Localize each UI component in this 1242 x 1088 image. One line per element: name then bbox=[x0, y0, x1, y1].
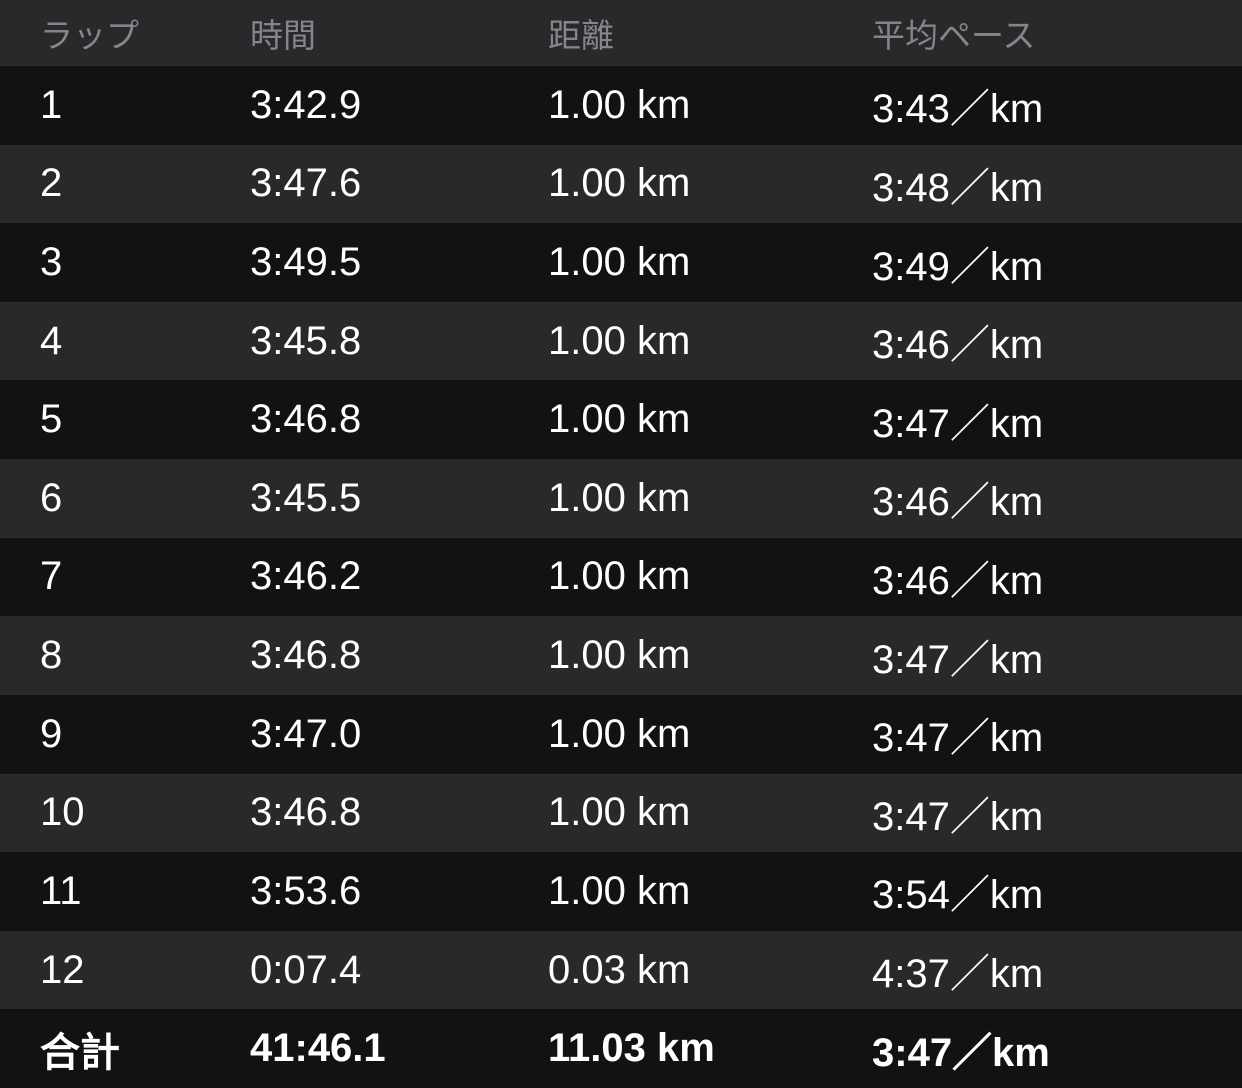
column-header-lap: ラップ bbox=[40, 17, 139, 54]
laps-table-header: ラップ 時間 距離 平均ペース bbox=[0, 0, 1242, 66]
lap-distance: 1.00 km bbox=[548, 397, 691, 442]
lap-time: 3:45.8 bbox=[250, 318, 362, 363]
lap-number: 9 bbox=[40, 711, 63, 756]
lap-number: 6 bbox=[40, 475, 63, 520]
lap-distance: 1.00 km bbox=[548, 633, 691, 678]
column-header-time: 時間 bbox=[250, 17, 316, 54]
lap-pace: 3:47／km bbox=[872, 637, 1044, 682]
lap-pace: 3:46／km bbox=[872, 480, 1044, 525]
lap-distance: 1.00 km bbox=[548, 554, 691, 599]
lap-time: 3:47.0 bbox=[250, 711, 362, 756]
lap-row-7: 7 3:46.2 1.00 km 3:46／km bbox=[0, 537, 1242, 617]
lap-row-9: 9 3:47.0 1.00 km 3:47／km bbox=[0, 694, 1242, 774]
lap-number: 7 bbox=[40, 554, 63, 599]
lap-pace: 3:54／km bbox=[872, 873, 1044, 918]
lap-number: 11 bbox=[40, 868, 82, 913]
lap-row-3: 3 3:49.5 1.00 km 3:49／km bbox=[0, 223, 1242, 302]
total-distance: 11.03 km bbox=[548, 1026, 715, 1071]
lap-row-4: 4 3:45.8 1.00 km 3:46／km bbox=[0, 301, 1242, 381]
lap-row-1: 1 3:42.9 1.00 km 3:43／km bbox=[0, 66, 1242, 145]
lap-pace: 4:37／km bbox=[872, 952, 1044, 997]
lap-pace: 3:48／km bbox=[872, 165, 1044, 210]
total-time: 41:46.1 bbox=[250, 1026, 386, 1071]
lap-distance: 1.00 km bbox=[548, 318, 691, 363]
lap-time: 0:07.4 bbox=[250, 947, 362, 992]
lap-number: 1 bbox=[40, 82, 63, 127]
lap-row-5: 5 3:46.8 1.00 km 3:47／km bbox=[0, 380, 1242, 460]
lap-distance: 0.03 km bbox=[548, 947, 691, 992]
lap-number: 2 bbox=[40, 161, 63, 206]
lap-pace: 3:46／km bbox=[872, 558, 1044, 603]
lap-pace: 3:49／km bbox=[872, 244, 1044, 289]
lap-pace: 3:47／km bbox=[872, 794, 1044, 839]
lap-time: 3:46.8 bbox=[250, 633, 362, 678]
lap-distance: 1.00 km bbox=[548, 711, 691, 756]
lap-time: 3:49.5 bbox=[250, 240, 362, 285]
lap-pace: 3:47／km bbox=[872, 401, 1044, 446]
lap-time: 3:45.5 bbox=[250, 475, 362, 520]
lap-time: 3:53.6 bbox=[250, 868, 362, 913]
column-header-pace: 平均ペース bbox=[872, 17, 1036, 54]
lap-number: 8 bbox=[40, 633, 63, 678]
lap-pace: 3:47／km bbox=[872, 716, 1044, 761]
lap-pace: 3:46／km bbox=[872, 323, 1044, 368]
lap-pace: 3:43／km bbox=[872, 87, 1044, 132]
total-row: 合計 41:46.1 11.03 km 3:47／km bbox=[0, 1009, 1242, 1088]
lap-row-2: 2 3:47.6 1.00 km 3:48／km bbox=[0, 144, 1242, 224]
lap-number: 10 bbox=[40, 790, 85, 835]
lap-row-12: 12 0:07.4 0.03 km 4:37／km bbox=[0, 930, 1242, 1010]
lap-time: 3:47.6 bbox=[250, 161, 362, 206]
lap-number: 5 bbox=[40, 397, 63, 442]
lap-number: 12 bbox=[40, 947, 85, 992]
lap-row-10: 10 3:46.8 1.00 km 3:47／km bbox=[0, 773, 1242, 853]
lap-row-11: 11 3:53.6 1.00 km 3:54／km bbox=[0, 852, 1242, 931]
lap-time: 3:46.8 bbox=[250, 790, 362, 835]
lap-time: 3:46.2 bbox=[250, 554, 362, 599]
lap-distance: 1.00 km bbox=[548, 82, 691, 127]
lap-number: 4 bbox=[40, 318, 63, 363]
lap-distance: 1.00 km bbox=[548, 161, 691, 206]
lap-distance: 1.00 km bbox=[548, 240, 691, 285]
lap-time: 3:46.8 bbox=[250, 397, 362, 442]
lap-row-8: 8 3:46.8 1.00 km 3:47／km bbox=[0, 616, 1242, 695]
lap-row-6: 6 3:45.5 1.00 km 3:46／km bbox=[0, 459, 1242, 538]
column-header-distance: 距離 bbox=[548, 17, 614, 54]
lap-time: 3:42.9 bbox=[250, 82, 362, 127]
lap-distance: 1.00 km bbox=[548, 475, 691, 520]
lap-number: 3 bbox=[40, 240, 63, 285]
lap-distance: 1.00 km bbox=[548, 868, 691, 913]
total-pace: 3:47／km bbox=[872, 1030, 1050, 1075]
total-label: 合計 bbox=[40, 1030, 120, 1075]
lap-distance: 1.00 km bbox=[548, 790, 691, 835]
